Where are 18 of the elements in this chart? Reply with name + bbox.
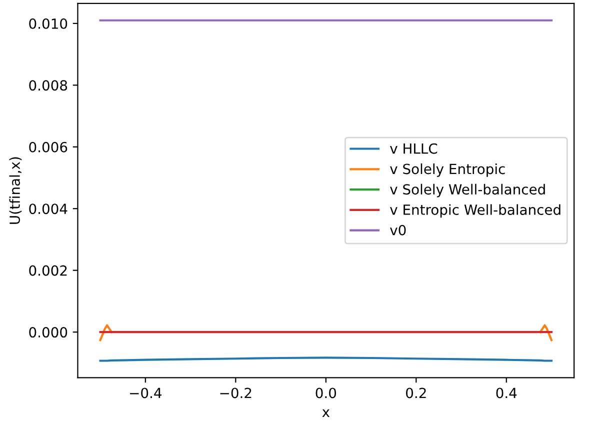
legend-label: v Solely Well-balanced <box>390 184 545 198</box>
legend-label: v Entropic Well-balanced <box>390 204 560 218</box>
legend-label: v HLLC <box>390 143 438 154</box>
x-tick-label: 0.0 <box>316 388 336 398</box>
legend-label: v Solely Entropic <box>390 163 505 177</box>
y-tick-label: 0.010 <box>29 18 68 29</box>
x-tick-label: −0.4 <box>130 388 162 398</box>
legend-label: v0 <box>390 224 406 236</box>
x-axis-title: x <box>322 409 330 418</box>
y-tick-label: 0.006 <box>29 142 68 152</box>
x-tick-label: 0.2 <box>406 388 426 398</box>
y-axis-title: U(tfinal,x) <box>9 157 22 224</box>
x-tick-label: 0.4 <box>496 388 517 398</box>
y-tick-label: 0.008 <box>29 80 68 91</box>
y-tick-label: 0.004 <box>29 204 68 214</box>
x-tick-label: −0.2 <box>220 388 252 398</box>
y-tick-label: 0.000 <box>29 327 68 338</box>
y-tick-label: 0.002 <box>29 265 67 276</box>
